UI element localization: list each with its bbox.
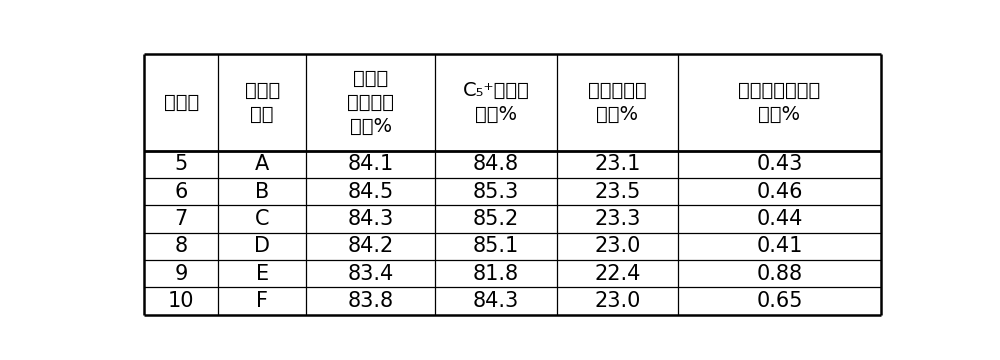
- Text: 7: 7: [175, 209, 188, 229]
- Text: 23.1: 23.1: [594, 154, 641, 174]
- Text: 6: 6: [175, 182, 188, 202]
- Text: B: B: [255, 182, 269, 202]
- Text: 84.2: 84.2: [348, 237, 394, 256]
- Text: 85.2: 85.2: [473, 209, 519, 229]
- Text: 10: 10: [168, 291, 194, 311]
- Text: 22.4: 22.4: [594, 264, 641, 284]
- Text: 81.8: 81.8: [473, 264, 519, 284]
- Text: 0.88: 0.88: [756, 264, 802, 284]
- Text: E: E: [256, 264, 269, 284]
- Text: 83.4: 83.4: [348, 264, 394, 284]
- Text: 23.0: 23.0: [594, 291, 641, 311]
- Text: F: F: [256, 291, 268, 311]
- Text: 实例号: 实例号: [164, 93, 199, 112]
- Text: C: C: [255, 209, 269, 229]
- Text: 催化剂
编号: 催化剂 编号: [245, 81, 280, 124]
- Text: 正庚烷
转化率，
质量%: 正庚烷 转化率， 质量%: [347, 69, 394, 136]
- Text: 0.65: 0.65: [756, 291, 803, 311]
- Text: 23.5: 23.5: [594, 182, 641, 202]
- Text: A: A: [255, 154, 269, 174]
- Text: 23.3: 23.3: [594, 209, 641, 229]
- Text: 84.3: 84.3: [473, 291, 519, 311]
- Text: D: D: [254, 237, 270, 256]
- Text: 85.3: 85.3: [473, 182, 519, 202]
- Text: 0.41: 0.41: [756, 237, 803, 256]
- Text: 23.0: 23.0: [594, 237, 641, 256]
- Text: 83.8: 83.8: [348, 291, 394, 311]
- Text: 8: 8: [175, 237, 188, 256]
- Text: 84.5: 84.5: [348, 182, 394, 202]
- Text: 0.46: 0.46: [756, 182, 803, 202]
- Text: 85.1: 85.1: [473, 237, 519, 256]
- Text: 9: 9: [175, 264, 188, 284]
- Text: 芳烃产率，
质量%: 芳烃产率， 质量%: [588, 81, 647, 124]
- Text: 0.43: 0.43: [756, 154, 803, 174]
- Text: 反应后积炭量，
质量%: 反应后积炭量， 质量%: [738, 81, 821, 124]
- Text: 84.3: 84.3: [348, 209, 394, 229]
- Text: 84.8: 84.8: [473, 154, 519, 174]
- Text: C₅⁺收率，
质量%: C₅⁺收率， 质量%: [462, 81, 529, 124]
- Text: 0.44: 0.44: [756, 209, 803, 229]
- Text: 84.1: 84.1: [348, 154, 394, 174]
- Text: 5: 5: [175, 154, 188, 174]
